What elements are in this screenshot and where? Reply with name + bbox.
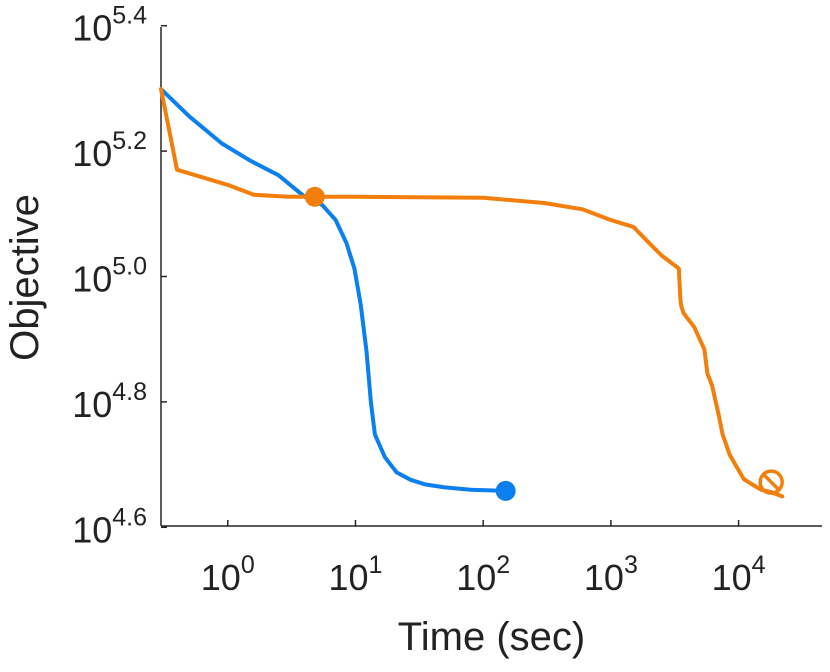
x-axis-title: Time (sec): [398, 615, 585, 659]
x-tick-base: 10: [201, 557, 241, 598]
x-tick-exponent: 4: [752, 551, 766, 579]
x-tick-exponent: 2: [496, 551, 510, 579]
y-ticks: 104.6104.8105.0105.2105.4: [72, 2, 167, 551]
y-tick-exponent: 5.4: [112, 2, 147, 30]
y-tick-base: 10: [72, 384, 112, 425]
y-tick-exponent: 4.6: [112, 503, 147, 531]
y-tick-base: 10: [72, 8, 112, 49]
x-tick-label: 104: [712, 551, 766, 598]
y-tick-label: 104.8: [72, 378, 147, 425]
x-tick-label: 101: [328, 551, 382, 598]
marker-layer: [305, 187, 782, 501]
x-tick-base: 10: [456, 557, 496, 598]
series-1-mid-marker: [305, 187, 325, 207]
x-tick-label: 100: [201, 551, 255, 598]
x-tick-base: 10: [712, 557, 752, 598]
y-tick-label: 104.6: [72, 503, 147, 550]
x-tick-exponent: 3: [624, 551, 638, 579]
series-0-line: [161, 89, 506, 491]
y-tick-exponent: 5.2: [112, 127, 147, 155]
series-1-end-marker: [760, 471, 782, 493]
series-1-line: [161, 89, 782, 496]
y-tick-base: 10: [72, 509, 112, 550]
y-tick-label: 105.2: [72, 127, 147, 174]
x-tick-base: 10: [584, 557, 624, 598]
y-tick-label: 105.4: [72, 2, 147, 49]
x-tick-exponent: 0: [241, 551, 255, 579]
y-tick-exponent: 4.8: [112, 378, 147, 406]
y-tick-base: 10: [72, 133, 112, 174]
y-tick-exponent: 5.0: [112, 253, 147, 281]
y-axis-title: Objective: [3, 194, 47, 361]
y-tick-label: 105.0: [72, 253, 147, 300]
x-tick-label: 103: [584, 551, 638, 598]
x-tick-exponent: 1: [369, 551, 383, 579]
x-tick-base: 10: [328, 557, 368, 598]
series-layer: [161, 89, 782, 496]
y-tick-base: 10: [72, 259, 112, 300]
x-ticks: 100101102103104: [201, 520, 766, 598]
series-0-end-marker: [496, 481, 516, 501]
x-tick-label: 102: [456, 551, 510, 598]
axes: [161, 27, 822, 526]
